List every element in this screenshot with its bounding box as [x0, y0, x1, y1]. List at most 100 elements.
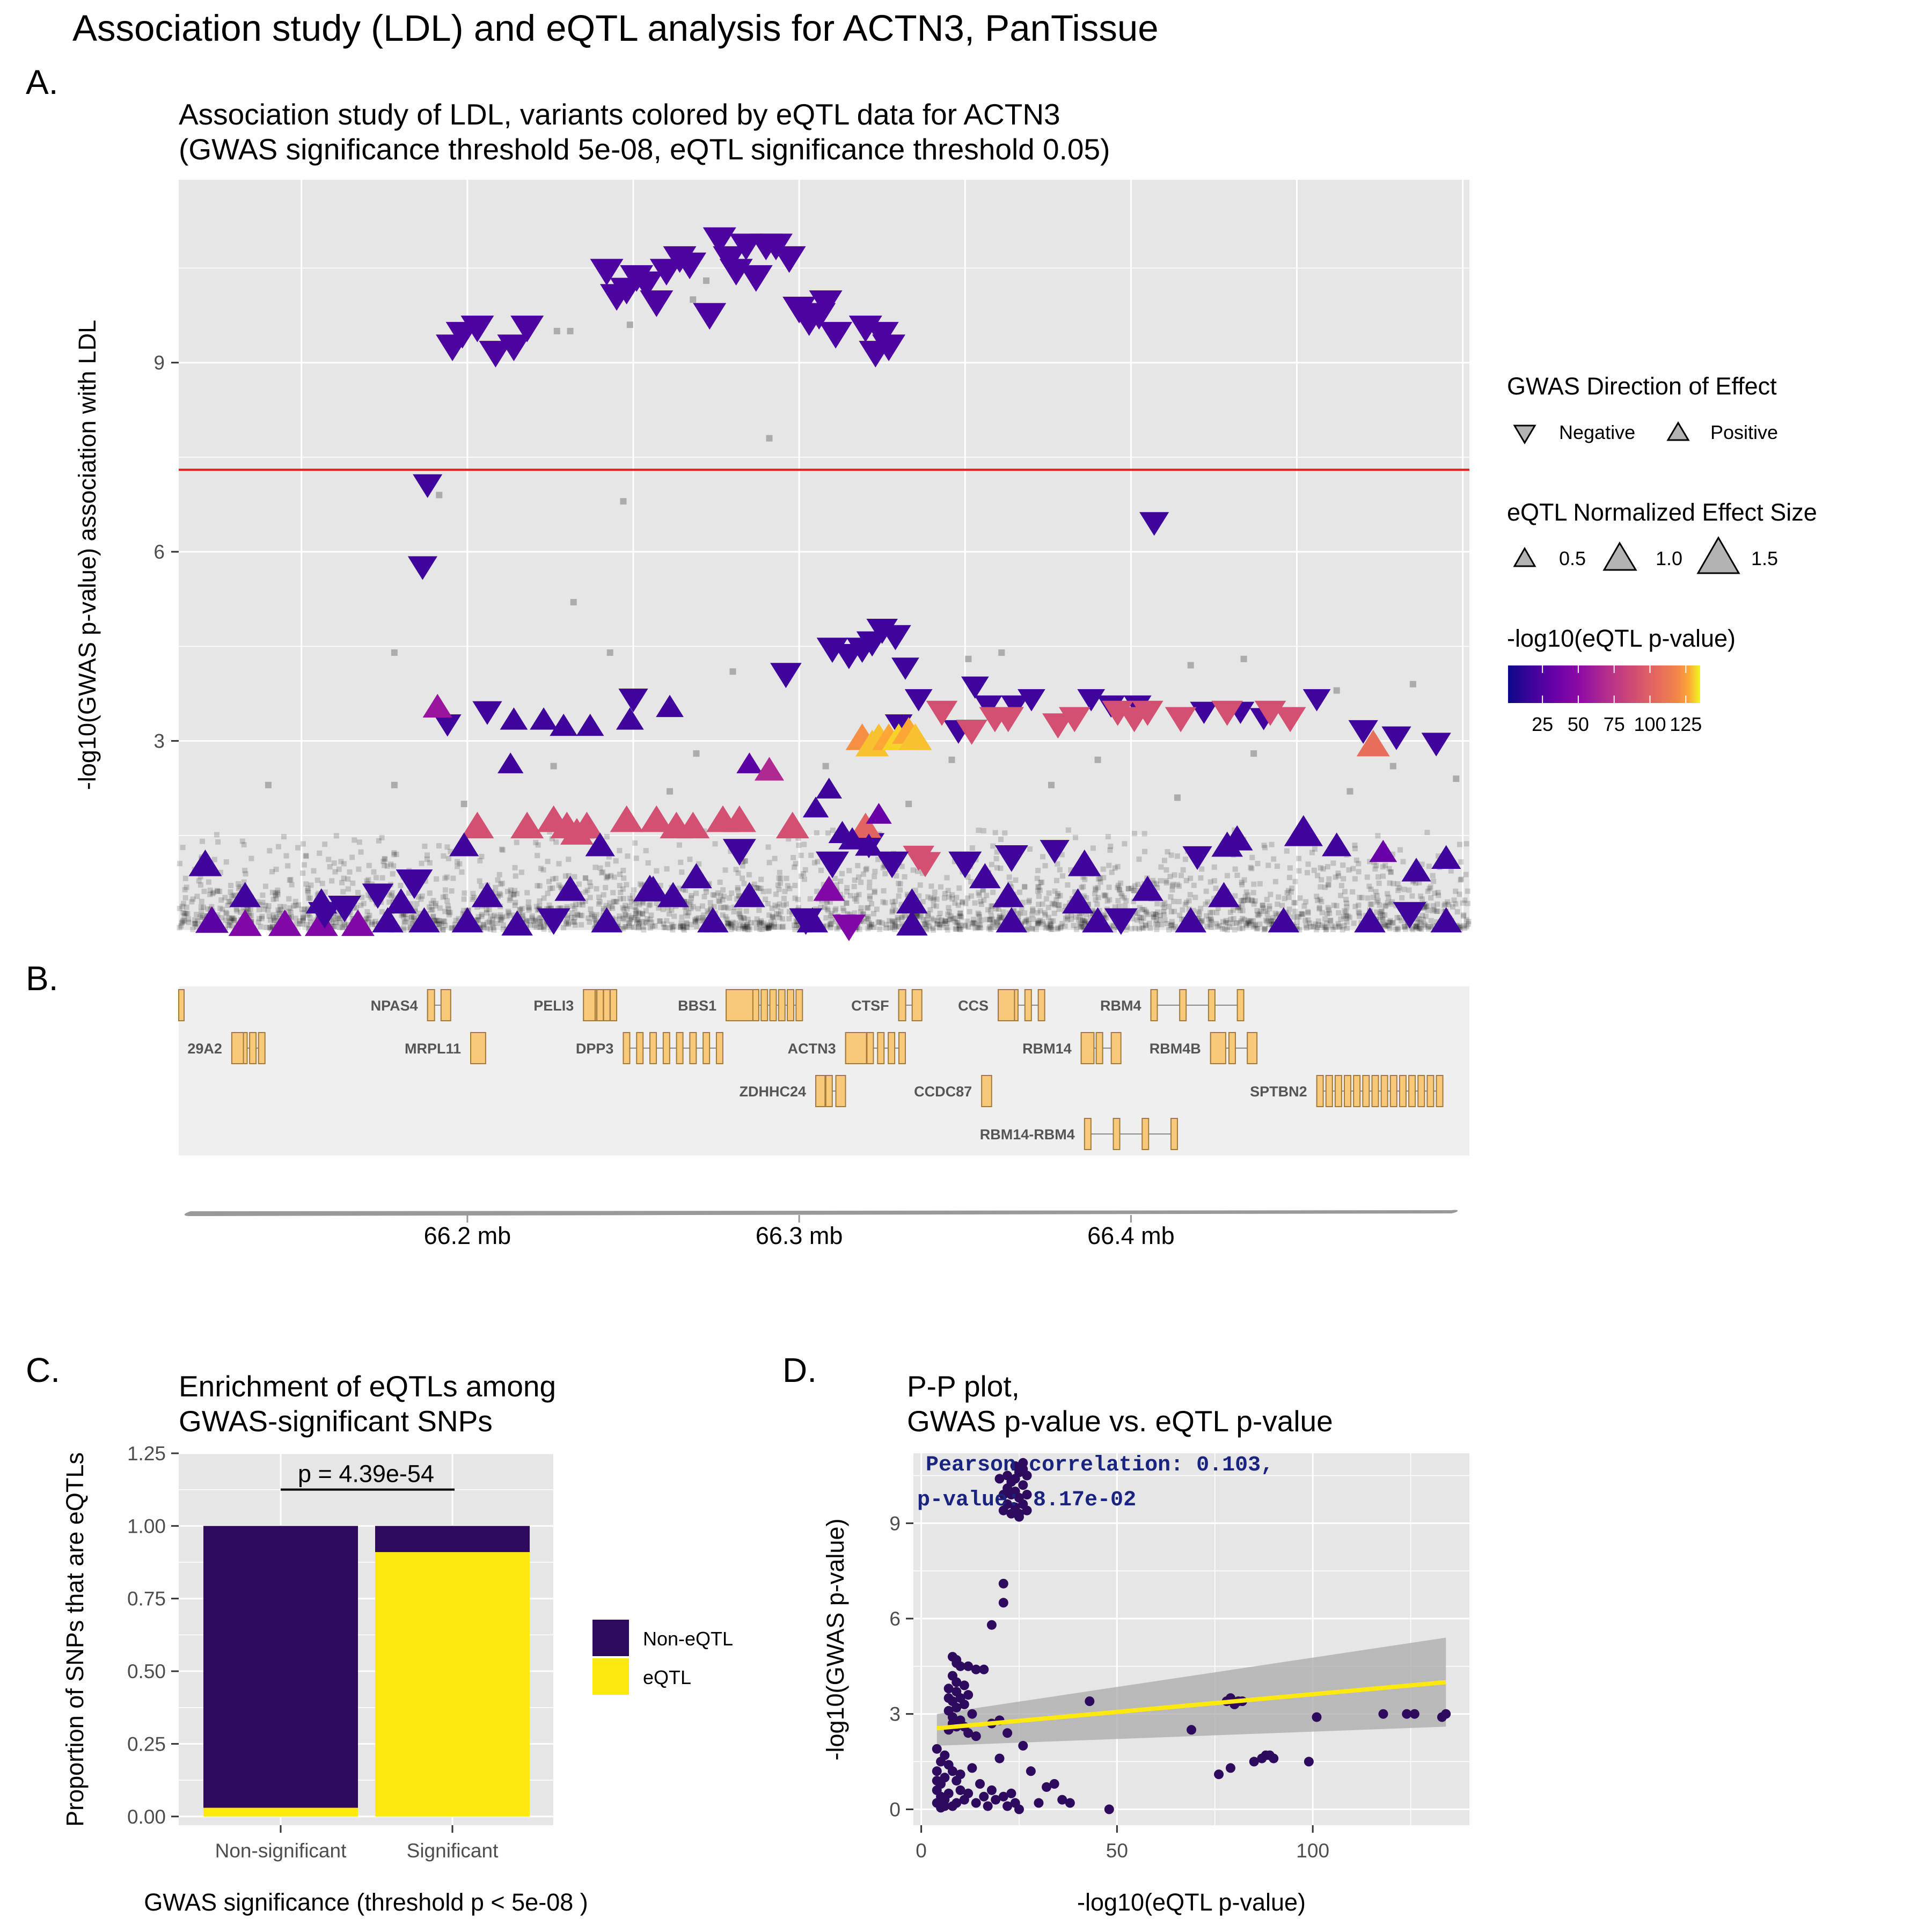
- positive-effect-snp-marker: [530, 707, 558, 730]
- bar-non-eqtl-segment: [203, 1526, 358, 1808]
- background-snp: [1062, 923, 1068, 929]
- gene-exon: [596, 989, 604, 1021]
- background-snp: [1001, 914, 1007, 920]
- background-snp: [572, 905, 577, 911]
- background-snp: [597, 865, 603, 871]
- background-snp: [441, 927, 447, 933]
- background-snp: [975, 924, 980, 930]
- background-snp: [359, 895, 365, 901]
- background-snp: [957, 927, 963, 933]
- background-snp: [422, 843, 428, 849]
- background-snp: [1380, 873, 1386, 879]
- pp-point: [998, 1578, 1008, 1589]
- background-snp: [1389, 851, 1395, 857]
- background-snp: [1431, 879, 1437, 884]
- background-snp: [283, 853, 289, 859]
- pp-point: [1014, 1804, 1024, 1814]
- background-snp: [724, 916, 730, 922]
- background-snp: [364, 878, 370, 884]
- background-snp: [584, 887, 590, 893]
- pp-point: [955, 1769, 965, 1780]
- background-snp: [626, 913, 632, 919]
- background-snp: [1071, 923, 1077, 928]
- background-snp: [223, 910, 229, 916]
- panel-d-y-axis-label: -log10(GWAS p-value): [822, 1519, 849, 1761]
- background-snp: [1428, 895, 1434, 901]
- background-snp: [490, 917, 496, 923]
- background-snp: [751, 881, 757, 887]
- background-snp: [1006, 874, 1012, 880]
- background-snp: [707, 900, 713, 906]
- background-snp: [796, 905, 802, 911]
- background-snp: [775, 882, 781, 888]
- background-snp: [504, 913, 510, 919]
- background-snp: [1040, 854, 1045, 860]
- background-snp: [991, 919, 997, 925]
- positive-effect-snp-marker: [1268, 907, 1300, 933]
- background-snp: [440, 927, 445, 933]
- background-snp: [587, 895, 593, 901]
- background-snp: [437, 905, 443, 911]
- background-snp: [1151, 911, 1157, 917]
- background-snp: [1072, 889, 1078, 895]
- background-snp: [801, 841, 807, 847]
- background-snp: [365, 877, 371, 883]
- background-snp: [1205, 899, 1211, 905]
- background-snp: [339, 880, 345, 885]
- pp-point: [1002, 1470, 1013, 1481]
- background-snp: [1340, 927, 1345, 933]
- background-snp: [778, 909, 784, 914]
- background-snp: [1336, 923, 1342, 929]
- positive-effect-snp-marker: [722, 805, 756, 832]
- background-snp: [1007, 881, 1013, 887]
- background-snp: [1254, 908, 1260, 913]
- background-snp: [444, 844, 450, 850]
- background-snp: [358, 902, 364, 908]
- background-snp: [877, 926, 883, 932]
- background-snp: [1220, 919, 1226, 925]
- background-snp: [1284, 890, 1290, 896]
- background-snp: [643, 848, 649, 854]
- background-snp: [711, 904, 717, 910]
- background-snp: [774, 911, 780, 917]
- background-snp: [633, 908, 639, 914]
- background-snp: [872, 888, 877, 894]
- background-snp: [669, 907, 675, 913]
- background-snp: [1441, 903, 1447, 909]
- background-snp: [224, 911, 230, 917]
- background-snp: [389, 890, 395, 896]
- background-snp: [1063, 903, 1069, 909]
- background-snp: [291, 903, 297, 909]
- background-snp: [229, 915, 235, 921]
- background-snp: [200, 838, 206, 844]
- background-snp: [696, 915, 701, 921]
- background-snp: [336, 913, 342, 919]
- background-snp: [1319, 922, 1325, 928]
- background-snp: [410, 920, 416, 926]
- background-snp: [1053, 877, 1059, 883]
- background-snp: [1236, 926, 1242, 932]
- background-snp: [1192, 895, 1198, 901]
- background-snp: [537, 925, 543, 931]
- background-snp: [1137, 905, 1143, 911]
- background-snp: [389, 893, 394, 899]
- background-snp-highlight: [766, 435, 773, 442]
- background-snp: [793, 918, 799, 924]
- background-snp: [1204, 913, 1210, 919]
- background-snp: [1186, 906, 1192, 912]
- background-snp: [782, 888, 788, 894]
- background-snp: [988, 909, 994, 914]
- background-snp: [1417, 925, 1423, 931]
- background-snp: [275, 907, 281, 913]
- background-snp: [576, 902, 582, 908]
- background-snp: [1122, 841, 1128, 847]
- background-snp: [333, 833, 339, 839]
- negative-effect-snp-marker: [1381, 726, 1411, 750]
- positive-effect-snp-marker: [802, 796, 829, 818]
- background-snp: [1103, 892, 1109, 898]
- background-snp: [1199, 918, 1205, 924]
- background-snp: [1112, 904, 1118, 910]
- positive-effect-snp-marker: [385, 888, 417, 914]
- panel-d-y-tick-label: 9: [889, 1512, 901, 1534]
- background-snp: [402, 911, 408, 917]
